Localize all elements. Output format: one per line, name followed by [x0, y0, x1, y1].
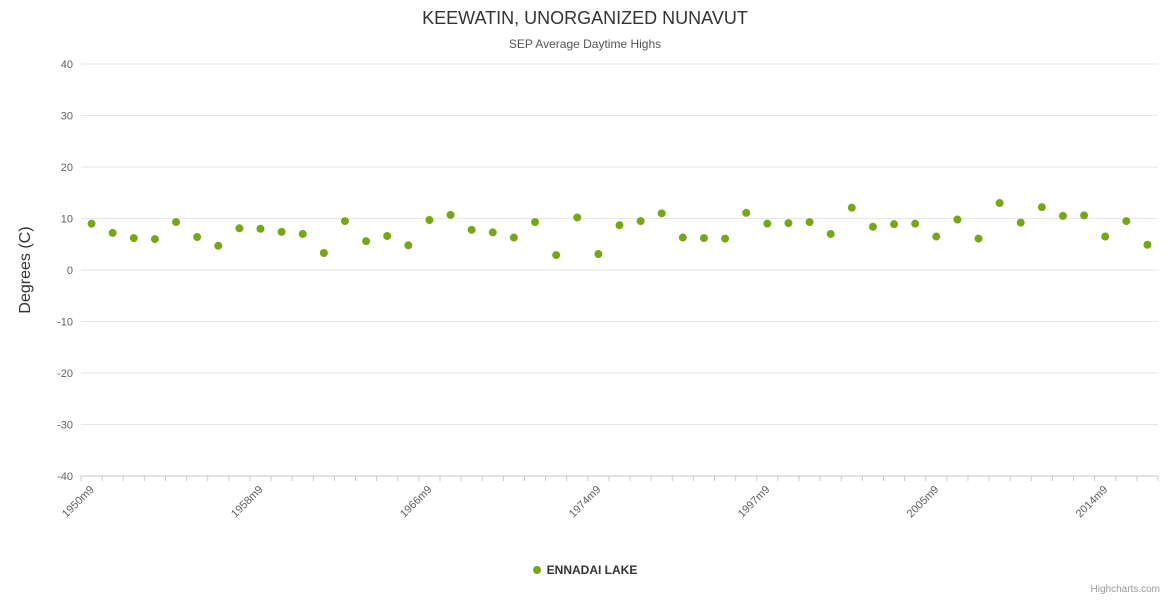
- chart-subtitle: SEP Average Daytime Highs: [508, 37, 662, 51]
- y-axis-label: -40: [57, 471, 73, 483]
- data-point[interactable]: [974, 234, 983, 243]
- data-point[interactable]: [404, 241, 413, 250]
- data-point[interactable]: [319, 249, 328, 258]
- data-point[interactable]: [721, 234, 730, 243]
- legend-item-ennadai-lake[interactable]: ENNADAI LAKE: [0, 563, 1170, 577]
- data-point[interactable]: [742, 208, 751, 217]
- data-point[interactable]: [615, 221, 624, 230]
- data-point[interactable]: [108, 228, 117, 237]
- data-point[interactable]: [298, 229, 307, 238]
- data-point[interactable]: [150, 235, 159, 244]
- data-point[interactable]: [467, 225, 476, 234]
- data-point[interactable]: [1080, 211, 1089, 220]
- data-point[interactable]: [911, 219, 920, 228]
- data-point[interactable]: [193, 233, 202, 242]
- y-axis-label: 40: [61, 59, 73, 71]
- y-axis-label: 30: [61, 111, 73, 123]
- data-point[interactable]: [531, 218, 540, 227]
- data-point[interactable]: [678, 233, 687, 242]
- data-point[interactable]: [446, 210, 455, 219]
- data-point[interactable]: [932, 232, 941, 241]
- chart-title: KEEWATIN, UNORGANIZED NUNAVUT: [422, 8, 748, 28]
- data-point[interactable]: [699, 234, 708, 243]
- data-point[interactable]: [995, 199, 1004, 208]
- x-axis-label: 1950m9: [60, 484, 97, 521]
- x-axis-label: 1966m9: [398, 484, 435, 521]
- data-point[interactable]: [868, 222, 877, 231]
- data-point[interactable]: [573, 213, 582, 222]
- data-point[interactable]: [657, 209, 666, 218]
- x-axis-label: 1958m9: [229, 484, 266, 521]
- data-point[interactable]: [488, 228, 497, 237]
- data-point[interactable]: [1016, 218, 1025, 227]
- data-point[interactable]: [362, 237, 371, 246]
- legend-label: ENNADAI LAKE: [546, 563, 638, 577]
- data-point[interactable]: [1101, 232, 1110, 241]
- data-point[interactable]: [636, 217, 645, 226]
- data-point[interactable]: [129, 234, 138, 243]
- y-axis-label: 10: [61, 214, 73, 226]
- data-point[interactable]: [890, 220, 899, 229]
- y-axis-label: 20: [61, 162, 73, 174]
- legend-marker-icon: [532, 566, 541, 574]
- data-point[interactable]: [340, 217, 349, 226]
- data-point[interactable]: [256, 224, 265, 233]
- data-point[interactable]: [235, 224, 244, 233]
- x-axis-label: 2005m9: [905, 484, 942, 521]
- y-axis-label: 0: [67, 265, 73, 277]
- data-point[interactable]: [1037, 203, 1046, 212]
- x-axis-label: 2014m9: [1074, 484, 1111, 521]
- data-point[interactable]: [826, 229, 835, 238]
- x-axis-label: 1997m9: [736, 484, 773, 521]
- data-point[interactable]: [87, 219, 96, 228]
- x-axis-label: 1974m9: [567, 484, 604, 521]
- data-point[interactable]: [805, 218, 814, 227]
- data-point[interactable]: [552, 251, 561, 260]
- data-point[interactable]: [784, 219, 793, 228]
- data-point[interactable]: [277, 227, 286, 236]
- data-point[interactable]: [509, 233, 518, 242]
- data-point[interactable]: [594, 250, 603, 259]
- data-point[interactable]: [383, 232, 392, 241]
- data-point[interactable]: [763, 219, 772, 228]
- data-point[interactable]: [847, 203, 856, 212]
- data-point[interactable]: [1058, 211, 1067, 220]
- data-point[interactable]: [214, 241, 223, 250]
- y-axis-label: -10: [57, 317, 73, 329]
- data-point[interactable]: [172, 218, 181, 227]
- y-axis-label: -30: [57, 420, 73, 432]
- y-axis-label: -20: [57, 368, 73, 380]
- data-point[interactable]: [953, 215, 962, 224]
- data-point[interactable]: [425, 216, 434, 225]
- highcharts-credits-link[interactable]: Highcharts.com: [1090, 584, 1160, 595]
- data-point[interactable]: [1143, 240, 1152, 249]
- data-point[interactable]: [1122, 217, 1131, 226]
